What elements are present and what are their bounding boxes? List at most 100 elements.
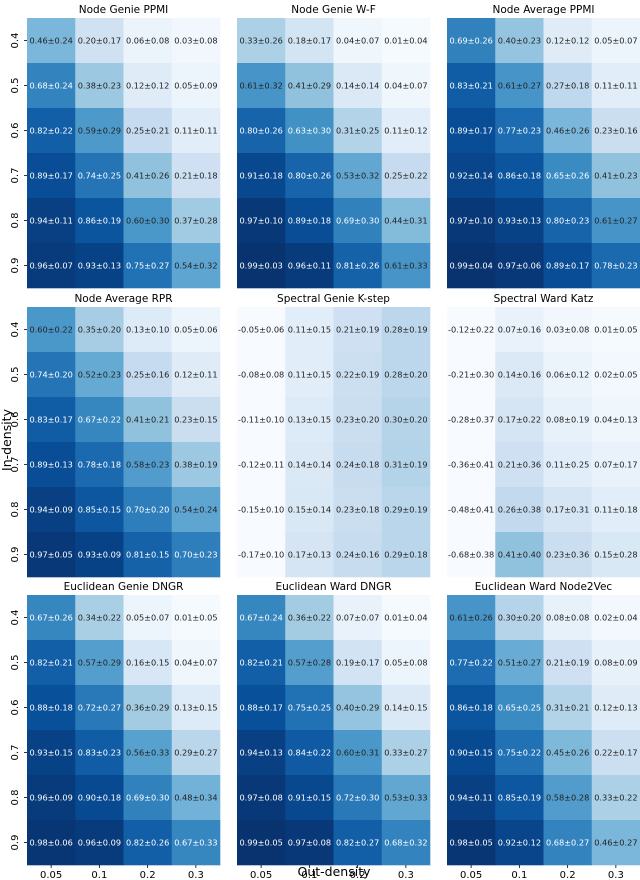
heatmap-cell <box>495 108 544 154</box>
heatmap-cell <box>381 352 431 398</box>
heatmap-cell <box>75 640 124 686</box>
panel-title: Spectral Genie K-step <box>277 293 390 305</box>
heatmap-cell <box>171 595 221 641</box>
cell-label: 0.83±0.17 <box>29 415 72 425</box>
heatmap-cell <box>333 63 383 109</box>
heatmap-cell <box>381 108 431 154</box>
heatmap-cell <box>237 307 286 353</box>
cell-label: 0.67±0.26 <box>29 613 72 623</box>
cell-label: 0.07±0.16 <box>498 325 541 335</box>
heatmap-cell <box>333 640 383 686</box>
cell-label: 0.01±0.04 <box>384 613 427 623</box>
cell-label: 0.45±0.26 <box>546 748 589 758</box>
heatmap-cell <box>27 18 76 64</box>
cell-label: 0.68±0.27 <box>546 838 589 848</box>
cell-label: 0.38±0.19 <box>174 460 217 470</box>
heatmap-cell <box>333 108 383 154</box>
cell-label: 0.03±0.08 <box>174 36 217 46</box>
cell-label: 0.15±0.28 <box>594 550 637 560</box>
heatmap-cell <box>237 243 286 289</box>
cell-label: 0.06±0.08 <box>126 36 169 46</box>
heatmap-cell <box>495 442 544 488</box>
cell-label: 0.60±0.22 <box>29 325 72 335</box>
heatmap-cell <box>543 685 593 731</box>
cell-label: 0.54±0.32 <box>174 261 217 271</box>
heatmap-cell <box>27 108 76 154</box>
y-tick-label: 0.5 <box>10 78 21 94</box>
heatmap-cell <box>543 153 593 199</box>
heatmap-cell <box>123 153 173 199</box>
cell-label: 0.60±0.30 <box>126 216 169 226</box>
panel-title: Euclidean Genie DNGR <box>64 581 184 593</box>
cell-label: 0.68±0.24 <box>29 81 72 91</box>
heatmap-cell <box>27 198 76 244</box>
panel-title: Node Average RPR <box>74 293 172 305</box>
heatmap-cell <box>381 153 431 199</box>
heatmap-cell <box>591 397 640 443</box>
cell-label: 0.97±0.08 <box>288 838 331 848</box>
cell-label: 0.78±0.18 <box>78 460 121 470</box>
heatmap-cell <box>591 532 640 578</box>
cell-label: 0.86±0.18 <box>498 171 541 181</box>
heatmap-cell <box>447 640 496 686</box>
cell-label: 0.67±0.24 <box>239 613 282 623</box>
heatmap-cell <box>285 775 334 821</box>
cell-label: 0.40±0.29 <box>336 703 379 713</box>
cell-label: 0.21±0.19 <box>546 658 589 668</box>
heatmap-cell <box>237 595 286 641</box>
heatmap-cell <box>27 685 76 731</box>
cell-label: 0.11±0.25 <box>546 460 589 470</box>
cell-label: 0.05±0.07 <box>594 36 637 46</box>
heatmap-cell <box>123 730 173 776</box>
heatmap-cell <box>285 198 334 244</box>
heatmap-cell <box>123 198 173 244</box>
heatmap-cell <box>447 18 496 64</box>
heatmap-cell <box>447 108 496 154</box>
cell-label: 0.05±0.07 <box>126 613 169 623</box>
heatmap-cell <box>447 307 496 353</box>
heatmap-cell <box>123 397 173 443</box>
cell-label: 0.72±0.30 <box>336 793 379 803</box>
heatmap-cell <box>237 532 286 578</box>
heatmap-cell <box>75 775 124 821</box>
cell-label: 0.77±0.23 <box>498 126 541 136</box>
cell-label: 0.07±0.17 <box>594 460 637 470</box>
heatmap-cell <box>75 397 124 443</box>
cell-label: 0.30±0.20 <box>384 415 427 425</box>
cell-label: 0.92±0.12 <box>498 838 541 848</box>
cell-label: 0.58±0.28 <box>546 793 589 803</box>
heatmap-cell <box>495 775 544 821</box>
heatmap-cell <box>333 307 383 353</box>
heatmap-cell <box>543 243 593 289</box>
heatmap-cell <box>447 730 496 776</box>
heatmap-cell <box>591 820 640 866</box>
cell-label: 0.13±0.10 <box>126 325 169 335</box>
heatmap-cell <box>171 640 221 686</box>
heatmap-cell <box>591 595 640 641</box>
heatmap-cell <box>543 18 593 64</box>
cell-label: 0.48±0.34 <box>174 793 217 803</box>
heatmap-cell <box>285 18 334 64</box>
cell-label: 0.89±0.17 <box>449 126 492 136</box>
cell-label: 0.04±0.13 <box>594 415 637 425</box>
cell-label: 0.23±0.15 <box>174 415 217 425</box>
heatmap-cell <box>591 153 640 199</box>
heatmap-cell <box>237 63 286 109</box>
cell-label: 0.92±0.14 <box>449 171 492 181</box>
heatmap-cell <box>285 730 334 776</box>
heatmap-cell <box>591 442 640 488</box>
cell-label: 0.33±0.26 <box>239 36 282 46</box>
heatmap-cell <box>543 595 593 641</box>
cell-label: 0.89±0.18 <box>288 216 331 226</box>
cell-label: 0.86±0.19 <box>78 216 121 226</box>
cell-label: 0.67±0.33 <box>174 838 217 848</box>
heatmap-cell <box>591 108 640 154</box>
cell-label: 0.35±0.20 <box>78 325 121 335</box>
heatmap-cell <box>237 198 286 244</box>
cell-label: 0.68±0.32 <box>384 838 427 848</box>
cell-label: 0.11±0.15 <box>288 325 331 335</box>
cell-label: 0.86±0.18 <box>449 703 492 713</box>
heatmap-cell <box>381 243 431 289</box>
heatmap-cell <box>543 730 593 776</box>
cell-label: 0.63±0.30 <box>288 126 331 136</box>
